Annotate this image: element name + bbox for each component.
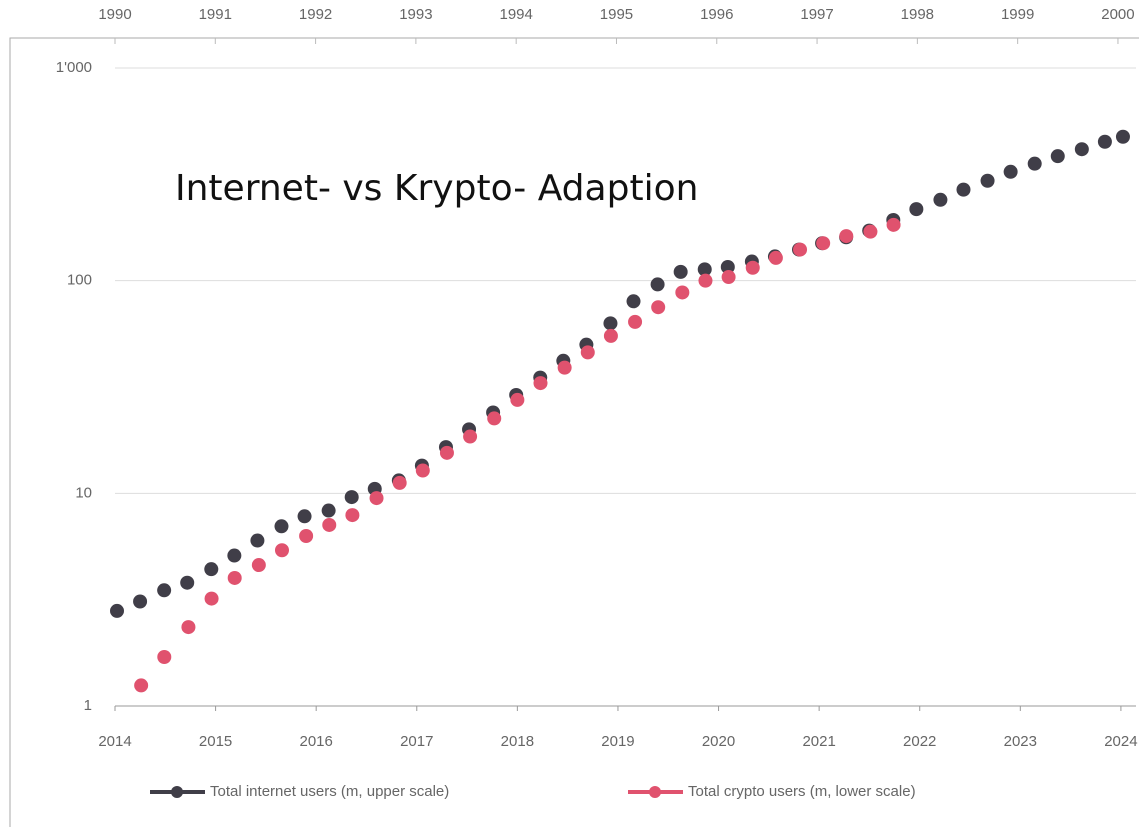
- x2-tick-label: 1996: [700, 6, 733, 23]
- data-point: [415, 463, 430, 478]
- data-point: [487, 411, 502, 426]
- data-point: [650, 277, 665, 292]
- data-point: [345, 508, 360, 523]
- data-point: [250, 533, 265, 548]
- x2-tick-label: 2000: [1101, 6, 1134, 23]
- x-tick-label: 2023: [1004, 733, 1037, 750]
- data-point: [133, 594, 148, 609]
- data-point: [157, 649, 172, 664]
- y-tick-label: 100: [67, 272, 92, 289]
- data-point: [110, 603, 125, 618]
- data-point: [227, 548, 242, 563]
- data-point: [863, 224, 878, 239]
- data-point: [768, 250, 783, 265]
- data-point: [204, 562, 219, 577]
- data-point: [180, 575, 195, 590]
- data-point: [651, 300, 666, 315]
- data-point: [603, 316, 618, 331]
- data-point: [1003, 164, 1018, 179]
- legend-label: Total internet users (m, upper scale): [210, 783, 449, 800]
- data-point: [227, 570, 242, 585]
- data-point: [533, 376, 548, 391]
- data-point: [322, 517, 337, 532]
- x-tick-label: 2016: [299, 733, 332, 750]
- data-point: [157, 583, 172, 598]
- data-point: [463, 429, 478, 444]
- data-point: [628, 314, 643, 329]
- x-tick-label: 2024: [1104, 733, 1137, 750]
- data-point: [675, 285, 690, 300]
- x2-tick-label: 1994: [499, 6, 532, 23]
- x-tick-label: 2022: [903, 733, 936, 750]
- data-point: [274, 543, 289, 558]
- x-tick-label: 2020: [702, 733, 735, 750]
- data-point: [204, 591, 219, 606]
- data-point: [1050, 149, 1065, 164]
- data-point: [557, 360, 572, 375]
- data-point: [698, 273, 713, 288]
- data-point: [720, 259, 735, 274]
- x2-tick-label: 1991: [199, 6, 232, 23]
- data-point: [134, 678, 149, 693]
- x-tick-label: 2018: [501, 733, 534, 750]
- data-point: [299, 529, 314, 544]
- data-point: [745, 260, 760, 275]
- data-point: [626, 294, 641, 309]
- x-tick-label: 2015: [199, 733, 232, 750]
- data-point: [181, 620, 196, 635]
- legend-label: Total crypto users (m, lower scale): [688, 783, 916, 800]
- data-point: [297, 509, 312, 524]
- data-point: [274, 519, 289, 534]
- legend-marker: [171, 786, 183, 798]
- data-point: [392, 475, 407, 490]
- data-point: [1074, 142, 1089, 157]
- data-point: [673, 264, 688, 279]
- x2-tick-label: 1990: [98, 6, 131, 23]
- data-point: [980, 173, 995, 188]
- data-point: [1115, 129, 1130, 144]
- data-point: [697, 262, 712, 277]
- data-point: [344, 490, 359, 505]
- data-point: [1097, 134, 1112, 149]
- x2-tick-label: 1992: [299, 6, 332, 23]
- chart-title: Internet- vs Krypto- Adaption: [175, 168, 698, 209]
- data-point: [510, 392, 525, 407]
- data-point: [439, 445, 454, 460]
- legend-marker: [649, 786, 661, 798]
- y-tick-label: 10: [75, 484, 92, 501]
- data-point: [909, 202, 924, 217]
- data-point: [886, 217, 901, 232]
- x2-tick-label: 1998: [901, 6, 934, 23]
- data-point: [580, 345, 595, 360]
- data-point: [839, 229, 854, 244]
- y-tick-label: 1: [84, 697, 92, 714]
- x2-tick-label: 1995: [600, 6, 633, 23]
- x2-tick-label: 1999: [1001, 6, 1034, 23]
- data-point: [321, 503, 336, 518]
- x-tick-label: 2021: [802, 733, 835, 750]
- data-point: [721, 270, 736, 285]
- x2-tick-label: 1997: [800, 6, 833, 23]
- data-point: [603, 328, 618, 343]
- data-point: [816, 236, 831, 251]
- x2-tick-label: 1993: [399, 6, 432, 23]
- data-point: [251, 558, 266, 573]
- y-tick-label: 1'000: [56, 59, 92, 76]
- x-tick-label: 2014: [98, 733, 131, 750]
- data-point: [933, 192, 948, 207]
- frame: [9, 37, 1139, 827]
- data-point: [793, 242, 808, 257]
- data-point: [956, 182, 971, 197]
- x-tick-label: 2019: [601, 733, 634, 750]
- x-tick-label: 2017: [400, 733, 433, 750]
- data-point: [369, 491, 384, 506]
- data-point: [1027, 156, 1042, 171]
